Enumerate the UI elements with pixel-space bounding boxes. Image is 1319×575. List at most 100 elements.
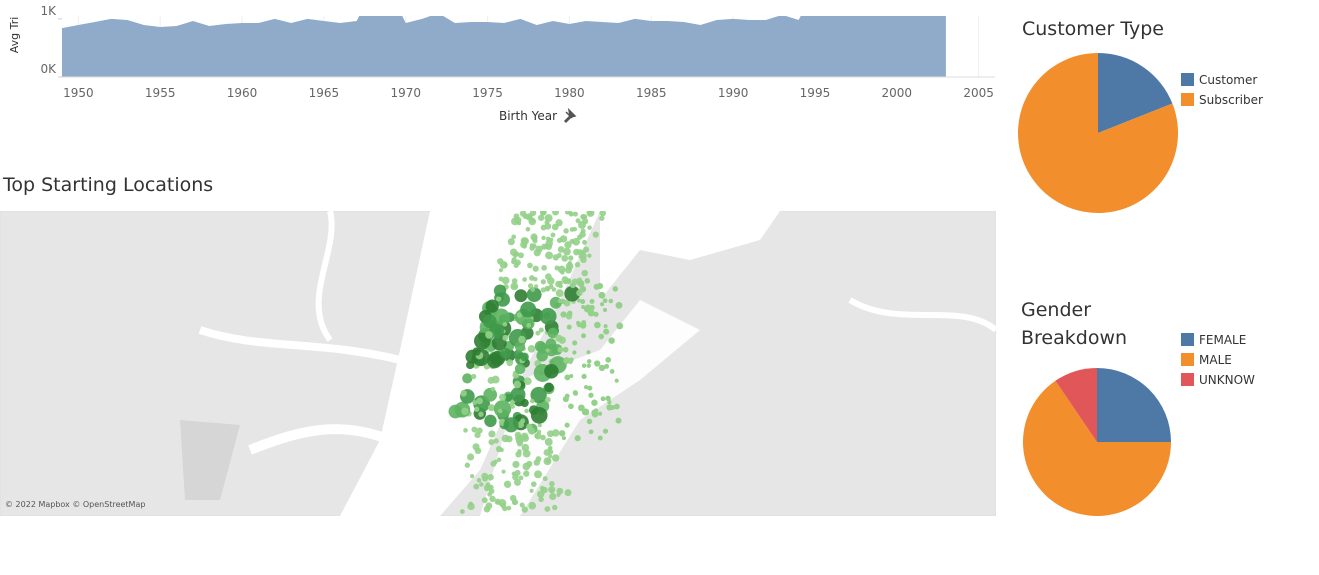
map-dot [461,407,469,416]
map-dot [591,399,598,406]
map-dot [547,327,559,339]
map-dot [584,278,591,284]
map-dot [587,385,593,391]
map-dot [474,431,481,439]
x-tick-label: 1995 [800,86,831,100]
map-dot [578,404,585,412]
x-tick-label: 1975 [472,86,503,100]
map-dot [556,492,561,497]
map-dot [603,324,608,329]
legend-swatch [1181,373,1194,386]
map-dot [556,487,564,495]
map-dot [510,404,515,409]
map-dot [514,341,526,352]
map-dot [545,251,554,260]
x-tick-label: 1980 [554,86,585,100]
x-tick-label: 1960 [227,86,258,100]
map-dot [594,360,601,367]
pie-slice [1098,53,1173,133]
map-dot [501,276,510,285]
map-dot [598,291,606,299]
x-tick-label: 2000 [882,86,913,100]
map-dot [518,335,526,344]
map-dot [584,304,592,311]
pin-icon [563,107,577,124]
map-dot [535,330,541,336]
map-dot [561,436,566,441]
map-dot [586,363,591,368]
legend-swatch [1181,93,1194,106]
map-dot [514,363,526,375]
map-dot [513,262,519,269]
map-dot [502,505,508,512]
map-dot [568,359,573,365]
map-dot [472,443,480,451]
map-dot [483,387,498,402]
map-dot [555,289,564,298]
map-dot [502,334,509,341]
map-dot [600,302,605,307]
map-dot [532,265,539,272]
map-dot [498,268,504,273]
map-dot [520,301,537,318]
map-dot [529,243,535,248]
pie-slice [1023,380,1171,516]
map-dot [602,307,608,313]
map-dot [534,470,542,479]
map-dot [559,235,568,243]
map-dot [472,400,478,406]
map-dot [467,453,475,461]
map-dot [482,475,488,482]
map-dot [582,408,590,416]
map-dot [530,406,548,424]
map-dot [566,324,572,330]
map-dot [592,231,599,238]
map-dot [540,224,547,231]
map-dot [529,398,535,404]
map-dot [489,323,505,339]
map-dot [549,492,557,500]
map-dot [515,437,524,445]
map-dot [572,390,578,396]
map-dot [539,485,545,491]
x-tick-label: 1990 [718,86,749,100]
map-dot [490,460,497,467]
map-dot [488,484,494,490]
map-dot [544,506,551,512]
map-dot [525,226,531,232]
map-dot [599,211,606,217]
map-dot [519,502,525,508]
map-dot [505,435,513,443]
map-dot [539,211,547,216]
legend-swatch [1181,73,1194,86]
map-dot [535,456,542,462]
map-dot [560,298,566,305]
map-dot [488,430,496,438]
map-dot [498,408,503,414]
map-dot [537,423,542,428]
map-dot [517,252,524,259]
map-dot [572,340,578,346]
map-dot [460,390,467,397]
map-dot [564,422,570,428]
map-dot [582,218,589,225]
map-dot [567,261,572,266]
map-dot [593,311,599,317]
map-dot [485,331,493,339]
map-dot [568,403,574,410]
map-dot [581,373,587,380]
legend-label: FEMALE [1199,333,1246,347]
map-dot [589,304,595,311]
map-dot [554,265,560,271]
map-dot [522,449,531,458]
map-dot [557,346,564,353]
map-dot [551,223,559,231]
map-dot [506,359,514,367]
map-dot [581,320,587,325]
map-dot [552,504,558,511]
map-dot [587,211,593,215]
map-dot [594,321,601,329]
map: © 2022 Mapbox © OpenStreetMap [0,211,996,516]
map-dot [579,285,587,293]
map-dot [522,277,527,282]
